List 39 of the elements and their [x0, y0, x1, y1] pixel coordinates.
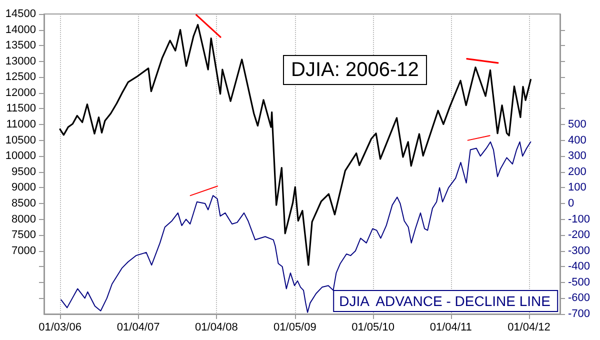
- y-tick-label: 11000: [6, 118, 36, 131]
- y-tick-label: 13000: [5, 55, 36, 68]
- x-tick-label: 01/04/12: [508, 322, 550, 334]
- y2-tick-label: 100: [568, 182, 586, 194]
- y-tick-label: 7000: [12, 244, 36, 257]
- x-tick-label: 01/05/10: [352, 322, 394, 334]
- x-tick-label: 01/04/11: [430, 322, 472, 334]
- y2-tick-label: 400: [568, 134, 586, 146]
- y2-tick-label: 200: [568, 166, 586, 178]
- y2-tick-label: 0: [568, 197, 574, 210]
- y2-tick-label: -200: [568, 229, 590, 242]
- y-tick-label: 12000: [5, 86, 36, 99]
- y-tick-label: 9500: [12, 166, 36, 178]
- y2-tick-label: 300: [568, 150, 586, 162]
- text: DJIA: 2006-12: [291, 59, 419, 81]
- y-tick-label: 8500: [12, 197, 36, 210]
- y-tick-label: 10500: [5, 134, 36, 146]
- y-tick-label: 14500: [5, 8, 36, 20]
- x-tick-label: 01/04/07: [116, 322, 160, 334]
- y-tick-label: 8000: [12, 213, 36, 226]
- y2-tick-label: -400: [568, 260, 590, 273]
- y-tick-label: 12500: [5, 71, 36, 84]
- y2-tick-label: -300: [568, 244, 590, 257]
- y-tick-label: 13500: [5, 40, 36, 52]
- y2-tick-label: -500: [568, 276, 590, 288]
- x-tick-label: 01/03/06: [38, 322, 82, 334]
- series-label: DJIA ADVANCE - DECLINE LINE: [339, 293, 550, 309]
- line-series: [59, 24, 532, 266]
- y2-tick-label: -700: [568, 308, 590, 320]
- y-tick-label: 10000: [5, 150, 36, 162]
- y2-tick-label: 500: [568, 118, 586, 131]
- y2-tick-label: -600: [568, 292, 590, 304]
- x-tick-label: 01/04/08: [195, 322, 238, 334]
- x-tick-label: 01/05/09: [274, 322, 316, 334]
- y-tick-label: 7500: [12, 229, 36, 242]
- y-tick-label: 14000: [5, 24, 36, 36]
- y-tick-label: 9000: [12, 182, 36, 194]
- y2-tick-label: -100: [568, 213, 590, 226]
- y-tick-label: 11500: [6, 102, 36, 115]
